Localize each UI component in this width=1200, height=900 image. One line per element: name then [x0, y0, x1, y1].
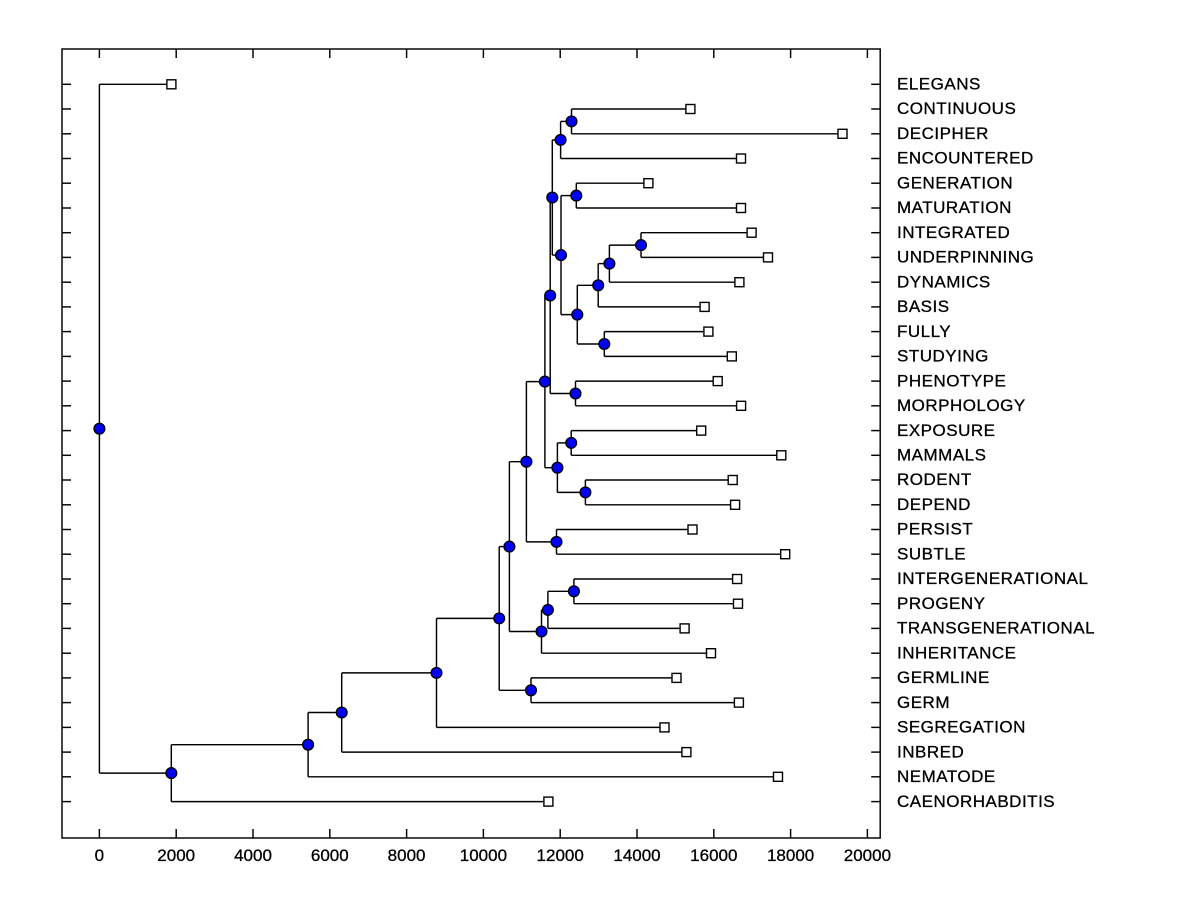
- svg-text:PHENOTYPE: PHENOTYPE: [897, 371, 1006, 390]
- svg-text:PERSIST: PERSIST: [897, 520, 973, 539]
- svg-text:INHERITANCE: INHERITANCE: [897, 643, 1016, 662]
- svg-text:2000: 2000: [157, 846, 195, 865]
- svg-text:18000: 18000: [767, 846, 814, 865]
- svg-text:ENCOUNTERED: ENCOUNTERED: [897, 149, 1034, 168]
- svg-text:4000: 4000: [234, 846, 272, 865]
- svg-text:DEPEND: DEPEND: [897, 495, 971, 514]
- svg-text:12000: 12000: [537, 846, 584, 865]
- svg-text:SUBTLE: SUBTLE: [897, 544, 966, 563]
- svg-text:UNDERPINNING: UNDERPINNING: [897, 248, 1034, 267]
- svg-text:GERM: GERM: [897, 693, 950, 712]
- svg-text:FULLY: FULLY: [897, 322, 951, 341]
- svg-text:ELEGANS: ELEGANS: [897, 75, 981, 94]
- svg-text:INTEGRATED: INTEGRATED: [897, 223, 1010, 242]
- svg-text:0: 0: [95, 846, 104, 865]
- svg-text:PROGENY: PROGENY: [897, 594, 986, 613]
- svg-text:DECIPHER: DECIPHER: [897, 124, 989, 143]
- svg-text:CAENORHABDITIS: CAENORHABDITIS: [897, 792, 1055, 811]
- svg-text:MATURATION: MATURATION: [897, 198, 1012, 217]
- svg-text:MORPHOLOGY: MORPHOLOGY: [897, 396, 1026, 415]
- svg-text:STUDYING: STUDYING: [897, 347, 989, 366]
- svg-text:TRANSGENERATIONAL: TRANSGENERATIONAL: [897, 619, 1095, 638]
- svg-text:INBRED: INBRED: [897, 742, 964, 761]
- svg-text:MAMMALS: MAMMALS: [897, 446, 986, 465]
- svg-text:GERMLINE: GERMLINE: [897, 668, 990, 687]
- svg-text:GENERATION: GENERATION: [897, 173, 1013, 192]
- svg-text:RODENT: RODENT: [897, 470, 972, 489]
- svg-text:8000: 8000: [388, 846, 426, 865]
- svg-text:BASIS: BASIS: [897, 297, 950, 316]
- svg-text:6000: 6000: [311, 846, 349, 865]
- svg-text:EXPOSURE: EXPOSURE: [897, 421, 995, 440]
- svg-text:14000: 14000: [613, 846, 660, 865]
- svg-text:NEMATODE: NEMATODE: [897, 767, 996, 786]
- svg-text:CONTINUOUS: CONTINUOUS: [897, 99, 1016, 118]
- svg-text:20000: 20000: [844, 846, 891, 865]
- svg-text:SEGREGATION: SEGREGATION: [897, 718, 1026, 737]
- svg-text:10000: 10000: [460, 846, 507, 865]
- svg-text:16000: 16000: [690, 846, 737, 865]
- svg-text:DYNAMICS: DYNAMICS: [897, 272, 991, 291]
- svg-text:INTERGENERATIONAL: INTERGENERATIONAL: [897, 569, 1088, 588]
